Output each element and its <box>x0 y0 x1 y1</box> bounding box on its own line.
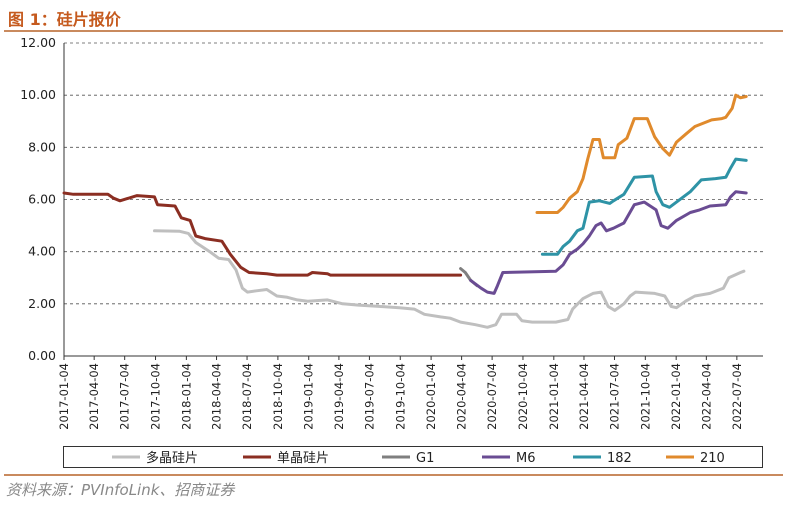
y-tick-label: 0.00 <box>28 348 56 363</box>
y-tick-label: 10.00 <box>20 87 56 102</box>
x-tick-label: 2018-04-04 <box>210 363 224 430</box>
x-tick-label: 2020-07-04 <box>485 363 499 430</box>
title-divider <box>4 30 783 32</box>
y-tick-label: 6.00 <box>28 192 56 207</box>
x-tick-label: 2019-07-04 <box>362 363 376 430</box>
series-line-210 <box>535 93 748 214</box>
x-tick-label: 2017-04-04 <box>87 363 101 430</box>
legend-label: 多晶硅片 <box>146 450 198 466</box>
x-tick-label: 2022-07-04 <box>730 363 744 430</box>
legend-label: M6 <box>516 451 536 466</box>
x-tick-label: 2017-07-04 <box>118 363 132 430</box>
x-tick-label: 2021-10-04 <box>638 363 652 430</box>
y-tick-label: 4.00 <box>28 244 56 259</box>
y-tick-label: 8.00 <box>28 139 56 154</box>
x-tick-label: 2020-04-04 <box>455 363 469 430</box>
legend-label: 单晶硅片 <box>277 451 329 466</box>
x-tick-label: 2017-01-04 <box>57 363 71 430</box>
series-line-多晶硅片 <box>153 229 746 329</box>
y-tick-labels: 0.00 2.00 4.00 6.00 8.00 10.00 12.00 <box>20 35 56 363</box>
figure-title: 图 1：硅片报价 <box>8 10 121 29</box>
legend-label: 210 <box>700 451 725 466</box>
x-tick-label: 2021-01-04 <box>547 363 561 430</box>
x-tick-label: 2021-07-04 <box>607 363 621 430</box>
x-tick-label: 2019-04-04 <box>332 363 346 430</box>
legend-label: G1 <box>416 451 434 466</box>
legend-label: 182 <box>607 451 632 466</box>
x-tick-labels: 2017-01-04 2017-04-04 2017-07-04 2017-10-04… <box>57 363 744 430</box>
legend: 多晶硅片 单晶硅片 G1 M6 182 210 <box>112 450 725 466</box>
source-note: 资料来源：PVInfoLink、招商证券 <box>6 481 235 499</box>
x-tick-label: 2021-04-04 <box>577 363 591 430</box>
x-tick-label: 2018-07-04 <box>240 363 254 430</box>
x-tick-label: 2018-01-04 <box>179 363 193 430</box>
gridlines <box>64 42 763 305</box>
legend-frame <box>63 446 763 468</box>
y-tick-label: 12.00 <box>20 35 56 50</box>
series-line-M6 <box>469 190 748 295</box>
axes <box>63 43 763 360</box>
x-tick-label: 2019-01-04 <box>302 363 316 430</box>
x-tick-label: 2017-10-04 <box>149 363 163 430</box>
series-line-单晶硅片 <box>62 191 463 277</box>
x-tick-label: 2020-01-04 <box>424 363 438 430</box>
x-tick-label: 2022-01-04 <box>669 363 683 430</box>
series-line-182 <box>540 157 748 256</box>
x-tick-label: 2020-10-04 <box>516 363 530 430</box>
x-tick-label: 2022-04-04 <box>699 363 713 430</box>
x-tick-label: 2019-10-04 <box>393 363 407 430</box>
series-lines <box>62 93 748 329</box>
y-tick-label: 2.00 <box>28 296 56 311</box>
x-tick-label: 2018-10-04 <box>271 363 285 430</box>
source-divider <box>4 474 783 476</box>
